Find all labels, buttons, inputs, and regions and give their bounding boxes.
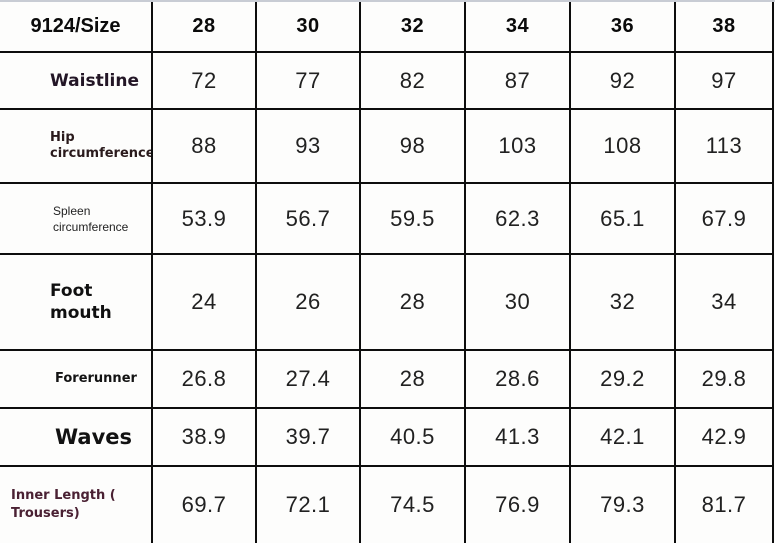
spec-value-cell: 74.5 — [359, 464, 466, 543]
spec-value-cell: 27.4 — [255, 348, 361, 409]
spec-value-cell: 34 — [674, 253, 774, 351]
spec-value-cell: 53.9 — [151, 182, 257, 256]
spec-value-cell: 87 — [464, 50, 571, 111]
spec-label-cell: Waistline — [0, 50, 153, 111]
spec-value-cell: 108 — [569, 108, 676, 185]
spec-label-cell: Forerunner — [0, 348, 153, 409]
spec-value-cell: 92 — [569, 50, 676, 111]
spec-value-cell: 32 — [569, 253, 676, 351]
spec-value-cell: 30 — [464, 253, 571, 351]
spec-value-cell: 72 — [151, 50, 257, 111]
spec-value-cell: 81.7 — [674, 464, 774, 543]
spec-value-cell: 93 — [255, 108, 361, 185]
spec-row-hip-circumference: Hip circumference 88 93 98 103 108 113 — [0, 108, 774, 185]
spec-value-cell: 88 — [151, 108, 257, 185]
spec-row-waistline: Waistline 72 77 82 87 92 97 — [0, 50, 774, 111]
spec-value-cell: 67.9 — [674, 182, 774, 256]
spec-value-cell: 65.1 — [569, 182, 676, 256]
spec-value-cell: 59.5 — [359, 182, 466, 256]
spec-value-cell: 26.8 — [151, 348, 257, 409]
spec-value-cell: 39.7 — [255, 406, 361, 467]
size-header-cell: 30 — [255, 1, 361, 53]
spec-label-cell: Inner Length ( Trousers) — [0, 464, 153, 543]
spec-value-cell: 72.1 — [255, 464, 361, 543]
spec-value-cell: 29.2 — [569, 348, 676, 409]
spec-row-foot-mouth: Foot mouth 24 26 28 30 32 34 — [0, 253, 774, 351]
spec-row-waves: Waves 38.9 39.7 40.5 41.3 42.1 42.9 — [0, 406, 774, 467]
size-header-cell: 32 — [359, 1, 466, 53]
product-code-cell: 9124/Size — [0, 1, 153, 53]
spec-value-cell: 42.9 — [674, 406, 774, 467]
spec-value-cell: 77 — [255, 50, 361, 111]
spec-label-cell: Spleen circumference — [0, 182, 153, 256]
spec-value-cell: 26 — [255, 253, 361, 351]
spec-label-cell: Waves — [0, 406, 153, 467]
size-header-cell: 34 — [464, 1, 571, 53]
size-header-cell: 36 — [569, 1, 676, 53]
spec-value-cell: 76.9 — [464, 464, 571, 543]
spec-value-cell: 42.1 — [569, 406, 676, 467]
spec-value-cell: 103 — [464, 108, 571, 185]
spec-value-cell: 40.5 — [359, 406, 466, 467]
spec-value-cell: 29.8 — [674, 348, 774, 409]
spec-value-cell: 98 — [359, 108, 466, 185]
spec-value-cell: 24 — [151, 253, 257, 351]
spec-value-cell: 62.3 — [464, 182, 571, 256]
spec-value-cell: 82 — [359, 50, 466, 111]
spec-value-cell: 28 — [359, 253, 466, 351]
spec-value-cell: 56.7 — [255, 182, 361, 256]
spec-value-cell: 69.7 — [151, 464, 257, 543]
spec-label-cell: Hip circumference — [0, 108, 153, 185]
spec-value-cell: 97 — [674, 50, 774, 111]
size-header-cell: 28 — [151, 1, 257, 53]
spec-value-cell: 79.3 — [569, 464, 676, 543]
header-row: 9124/Size 28 30 32 34 36 38 — [0, 1, 774, 53]
spec-row-forerunner: Forerunner 26.8 27.4 28 28.6 29.2 29.8 — [0, 348, 774, 409]
spec-value-cell: 113 — [674, 108, 774, 185]
size-header-cell: 38 — [674, 1, 774, 53]
top-edge-strip — [0, 0, 775, 2]
spec-value-cell: 28 — [359, 348, 466, 409]
spec-value-cell: 38.9 — [151, 406, 257, 467]
spec-value-cell: 41.3 — [464, 406, 571, 467]
spec-row-inner-length: Inner Length ( Trousers) 69.7 72.1 74.5 … — [0, 464, 774, 543]
spec-row-spleen-circumference: Spleen circumference 53.9 56.7 59.5 62.3… — [0, 182, 774, 256]
spec-label-cell: Foot mouth — [0, 253, 153, 351]
spec-value-cell: 28.6 — [464, 348, 571, 409]
